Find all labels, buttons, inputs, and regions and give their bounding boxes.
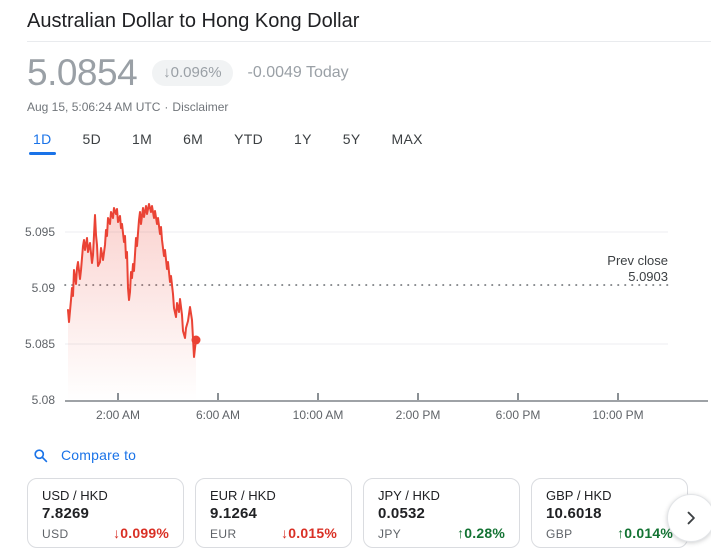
y-axis-labels: 5.095 5.09 5.085 5.08	[25, 225, 55, 407]
svg-text:5.0903: 5.0903	[628, 269, 668, 284]
tab-5d[interactable]: 5D	[82, 131, 101, 147]
pair-label: JPY / HKD	[378, 488, 440, 503]
tab-1y[interactable]: 1Y	[294, 131, 312, 147]
header-divider	[27, 41, 711, 42]
currency-code: USD	[42, 527, 69, 541]
svg-text:10:00 AM: 10:00 AM	[293, 408, 344, 422]
change-percent: ↓0.015%	[281, 525, 337, 541]
scroll-cards-right-button[interactable]	[667, 494, 711, 542]
tab-5y[interactable]: 5Y	[342, 131, 361, 147]
pair-value: 9.1264	[210, 505, 258, 522]
x-axis	[65, 393, 708, 402]
prev-close-annotation: Prev close 5.0903	[607, 253, 668, 284]
tab-1d[interactable]: 1D	[29, 131, 55, 155]
time-range-tabs: 1D 5D 1M 6M YTD 1Y 5Y MAX	[29, 131, 423, 155]
price-chart[interactable]: 2:00 AM 6:00 AM 10:00 AM 2:00 PM 6:00 PM…	[0, 188, 711, 438]
currency-card-jpy-hkd[interactable]: JPY / HKD 0.0532 JPY ↑0.28%	[363, 478, 520, 548]
page-title: Australian Dollar to Hong Kong Dollar	[27, 10, 360, 32]
tab-ytd[interactable]: YTD	[234, 131, 264, 147]
quote-timestamp: Aug 15, 5:06:24 AM UTC	[27, 100, 161, 114]
svg-text:2:00 AM: 2:00 AM	[96, 408, 140, 422]
change-percent: ↑0.28%	[457, 525, 505, 541]
change-percent: ↓0.099%	[113, 525, 169, 541]
svg-text:5.095: 5.095	[25, 225, 55, 239]
currency-card-usd-hkd[interactable]: USD / HKD 7.8269 USD ↓0.099%	[27, 478, 184, 548]
related-currency-cards: USD / HKD 7.8269 USD ↓0.099% EUR / HKD 9…	[27, 478, 688, 548]
current-price: 5.0854	[27, 52, 138, 93]
svg-text:Prev close: Prev close	[607, 253, 668, 268]
currency-code: EUR	[210, 527, 237, 541]
svg-text:5.09: 5.09	[32, 281, 56, 295]
svg-text:5.085: 5.085	[25, 337, 55, 351]
pair-label: EUR / HKD	[210, 488, 276, 503]
pair-value: 7.8269	[42, 505, 90, 522]
x-axis-labels: 2:00 AM 6:00 AM 10:00 AM 2:00 PM 6:00 PM…	[96, 408, 644, 422]
disclaimer-link[interactable]: Disclaimer	[172, 100, 229, 114]
change-percent-badge: ↓0.096%	[152, 60, 233, 86]
last-price-dot	[191, 335, 201, 345]
search-icon	[34, 448, 48, 462]
price-row: 5.0854 ↓0.096% -0.0049 Today	[27, 54, 349, 92]
pair-value: 10.6018	[546, 505, 602, 522]
pair-label: GBP / HKD	[546, 488, 612, 503]
price-line	[67, 203, 197, 358]
tab-max[interactable]: MAX	[391, 131, 423, 147]
price-area-fill	[68, 204, 196, 401]
compare-to-label: Compare to	[61, 447, 137, 463]
pair-value: 0.0532	[378, 505, 426, 522]
svg-text:5.08: 5.08	[32, 393, 56, 407]
timestamp-row: Aug 15, 5:06:24 AM UTC · Disclaimer	[27, 100, 228, 114]
currency-code: JPY	[378, 527, 402, 541]
svg-text:10:00 PM: 10:00 PM	[592, 408, 643, 422]
tab-6m[interactable]: 6M	[183, 131, 204, 147]
pair-label: USD / HKD	[42, 488, 108, 503]
currency-card-gbp-hkd[interactable]: GBP / HKD 10.6018 GBP ↑0.014%	[531, 478, 688, 548]
currency-card-eur-hkd[interactable]: EUR / HKD 9.1264 EUR ↓0.015%	[195, 478, 352, 548]
change-absolute: -0.0049 Today	[247, 64, 349, 81]
change-percent: ↑0.014%	[617, 525, 673, 541]
currency-code: GBP	[546, 527, 573, 541]
tab-1m[interactable]: 1M	[132, 131, 153, 147]
svg-text:2:00 PM: 2:00 PM	[396, 408, 441, 422]
dot-separator: ·	[164, 100, 169, 114]
chevron-right-icon	[687, 511, 695, 525]
svg-text:6:00 AM: 6:00 AM	[196, 408, 240, 422]
compare-to-button[interactable]: Compare to	[33, 447, 136, 463]
svg-text:6:00 PM: 6:00 PM	[496, 408, 541, 422]
